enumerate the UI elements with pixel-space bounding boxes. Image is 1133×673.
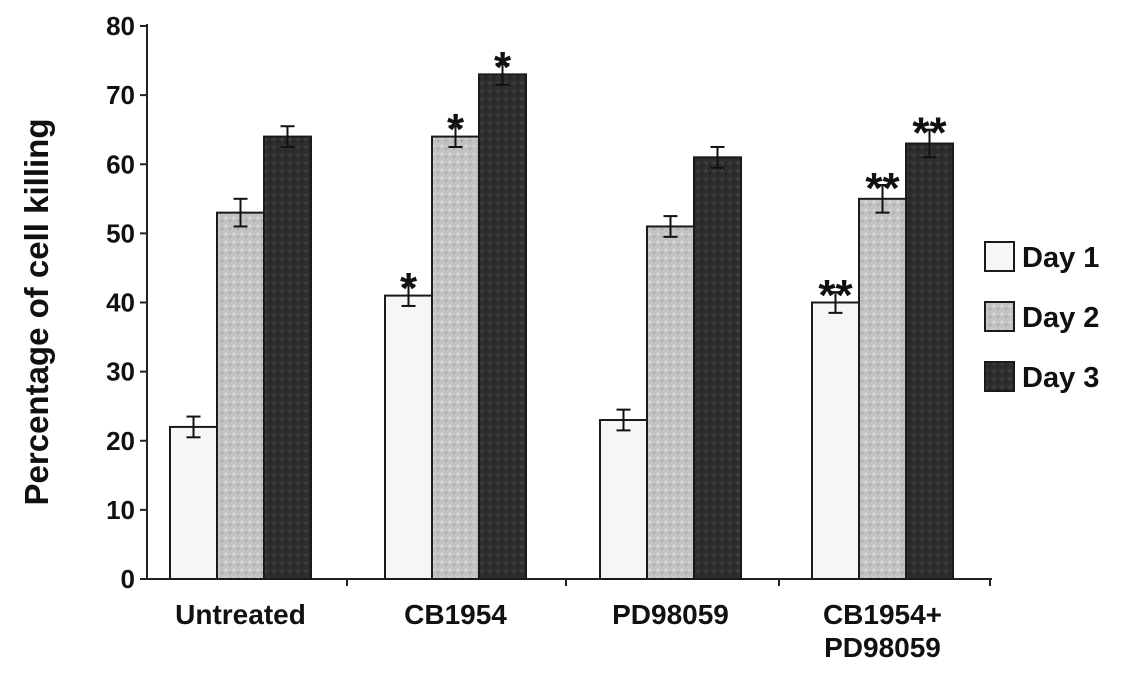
y-tick-label: 20 <box>106 426 135 456</box>
bar-day-1 <box>811 301 860 580</box>
error-bar <box>233 197 248 228</box>
significance-marker: * <box>400 264 418 313</box>
bar-day-2 <box>858 197 907 580</box>
error-bar <box>875 183 890 214</box>
y-tick-label: 40 <box>106 288 135 318</box>
significance-marker: ** <box>912 109 947 158</box>
category-labels: Untreated CB1954 PD98059 CB1954+ PD98059 <box>175 599 942 663</box>
legend-label: Day 2 <box>1022 302 1099 334</box>
x-axis <box>147 578 992 586</box>
x-tick-label: CB1954+ PD98059 <box>823 599 942 663</box>
error-bar <box>616 408 631 432</box>
legend-item-day-2: Day 2 <box>984 301 1099 334</box>
error-bar <box>186 415 201 439</box>
significance-marker: * <box>494 43 512 92</box>
significance-marker: ** <box>818 271 853 320</box>
bar-day-1 <box>599 419 648 581</box>
legend-item-day-1: Day 1 <box>984 241 1099 274</box>
significance-marker: * <box>447 105 465 154</box>
y-tick-label: 70 <box>106 80 135 110</box>
bar-day-3 <box>263 135 312 580</box>
legend: Day 1 Day 2 Day 3 <box>984 241 1099 394</box>
bar-day-3 <box>693 156 742 580</box>
y-tick-label: 0 <box>121 564 135 594</box>
significance-marker: ** <box>865 164 900 213</box>
error-bar <box>448 125 463 148</box>
error-bar <box>280 125 295 148</box>
y-axis-title: Percentage of cell killing <box>18 119 55 506</box>
x-tick-label: CB1954 <box>404 599 507 630</box>
legend-label: Day 1 <box>1022 242 1099 274</box>
bar-day-1 <box>384 294 433 580</box>
bar-day-1 <box>169 425 218 580</box>
error-bar <box>495 63 510 86</box>
bar-day-2 <box>646 225 695 580</box>
y-tick-label: 10 <box>106 495 135 525</box>
bar-day-2 <box>431 135 480 580</box>
x-tick-label: PD98059 <box>612 599 729 630</box>
y-tick-label: 30 <box>106 357 135 387</box>
y-axis: 0 10 20 30 40 50 60 70 80 <box>106 11 148 594</box>
error-bar <box>922 128 937 159</box>
legend-swatch <box>984 301 1015 332</box>
x-tick-label: Untreated <box>175 599 306 630</box>
error-bar <box>828 291 843 314</box>
bar-day-2 <box>216 211 265 580</box>
error-bar <box>710 145 725 169</box>
y-tick-label: 50 <box>106 218 135 248</box>
legend-swatch <box>984 361 1015 392</box>
bars: * ******** <box>169 43 954 581</box>
legend-swatch <box>984 241 1015 272</box>
legend-item-day-3: Day 3 <box>984 361 1099 394</box>
y-tick-label: 60 <box>106 149 135 179</box>
error-bar <box>663 215 678 238</box>
legend-label: Day 3 <box>1022 362 1099 394</box>
error-bar <box>401 284 416 307</box>
bar-day-3 <box>478 73 527 580</box>
bar-day-3 <box>905 142 954 580</box>
y-tick-label: 80 <box>106 11 135 41</box>
